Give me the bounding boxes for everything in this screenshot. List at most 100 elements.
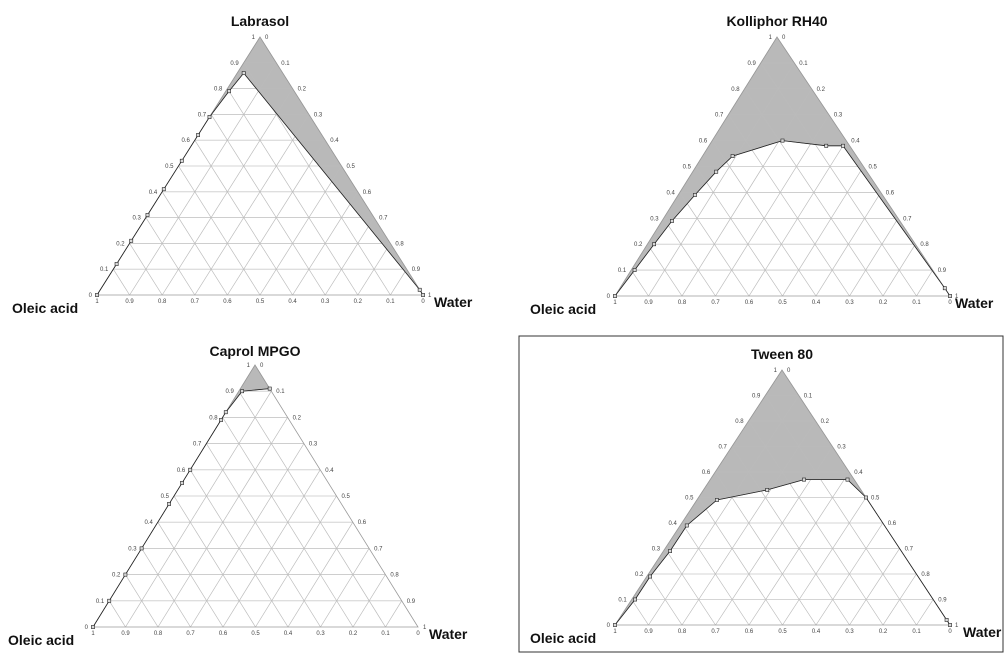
phase-boundary-line (614, 140, 951, 297)
gridlines (108, 390, 402, 628)
overlay-gridline-oleic-8 (648, 573, 683, 626)
tick-label-left-2: 0.2 (112, 573, 121, 579)
tick-label-right-7: 0.7 (905, 547, 914, 553)
boundary-point-0 (91, 625, 95, 629)
tick-label-bottom-2: 0.2 (349, 631, 358, 637)
boundary-point-4 (692, 193, 697, 197)
tick-label-left-3: 0.3 (652, 547, 661, 553)
tick-label-left-0: 0 (607, 623, 611, 629)
tick-label-right-4: 0.4 (330, 138, 339, 144)
boundary-point-8 (227, 89, 231, 94)
tick-label-bottom-5: 0.5 (778, 629, 787, 635)
tick-label-bottom-5: 0.5 (256, 299, 265, 305)
tick-label-left-8: 0.8 (735, 419, 744, 425)
vertex-label-left: Oleic acid (12, 300, 78, 316)
tick-label-right-0: 0 (265, 35, 269, 41)
overlay-gridline-oleic-1 (243, 62, 391, 296)
tick-label-left-5: 0.5 (161, 494, 170, 500)
overlay-gridline-oleic-6 (157, 522, 224, 628)
tick-label-bottom-8: 0.8 (678, 300, 687, 306)
gridlines-overlay (108, 390, 402, 628)
boundary-point-3 (670, 219, 674, 223)
tick-label-bottom-5: 0.5 (778, 300, 787, 306)
tick-label-right-6: 0.6 (888, 521, 897, 527)
overlay-gridline-oleic-1 (765, 395, 917, 626)
tick-label-right-1: 0.1 (281, 61, 290, 67)
tick-label-bottom-9: 0.9 (644, 629, 653, 635)
tick-label-bottom-8: 0.8 (154, 631, 163, 637)
boundary-point-2 (652, 242, 657, 247)
chart-title: Kolliphor RH40 (726, 13, 827, 29)
ternary-panel-4: Tween 80 0 0 0 0.1 0.1 0.1 0.2 0.2 0.2 0.3 0.3 0.3 0.… (530, 346, 1002, 646)
tick-label-right-6: 0.6 (886, 190, 895, 196)
phase-boundary-line (614, 479, 951, 626)
tick-label-left-5: 0.5 (685, 496, 694, 502)
tick-label-right-4: 0.4 (854, 470, 863, 476)
tick-label-left-4: 0.4 (149, 190, 158, 196)
tick-label-bottom-9: 0.9 (644, 300, 653, 306)
overlay-gridline-water-6 (815, 522, 884, 626)
tick-label-bottom-6: 0.6 (223, 299, 232, 305)
overlay-gridline-water-7 (324, 217, 375, 296)
tick-label-bottom-2: 0.2 (879, 629, 888, 635)
tick-label-right-1: 0.1 (799, 61, 808, 67)
overlay-gridline-oleic-9 (630, 269, 649, 297)
vertex-label-left: Oleic acid (530, 301, 596, 317)
tick-label-right-10: 1 (955, 623, 959, 629)
boundary-point-7 (219, 418, 223, 422)
ternary-panel-1: Labrasol 0 0 0 0.1 0.1 0.1 0.2 0.2 0.2 0.3 0.3 0.3 0.… (12, 13, 473, 316)
tick-label-right-5: 0.5 (347, 164, 356, 170)
tick-label-bottom-10: 1 (613, 629, 617, 635)
boundary-point-7 (802, 477, 806, 482)
tick-label-left-0: 0 (607, 294, 611, 300)
overlay-gridline-oleic-6 (161, 191, 228, 296)
tick-label-right-5: 0.5 (342, 494, 351, 500)
ternary-panel-3: Caprol MPGO 0 0 0 0.1 0.1 0.1 0.2 0.2 0.2 0.3 0.3 0.… (8, 343, 468, 648)
tick-label-right-8: 0.8 (920, 242, 929, 248)
tick-label-left-4: 0.4 (666, 190, 675, 196)
tick-label-right-2: 0.2 (817, 87, 826, 93)
tick-labels: 0 0 0 0.1 0.1 0.1 0.2 0.2 0.2 0.3 0.3 0.3 0.4 0.4 0.4 0… (607, 35, 959, 306)
overlay-gridline-oleic-5 (698, 497, 783, 626)
tick-label-left-8: 0.8 (731, 87, 740, 93)
boundary-point-8 (845, 477, 850, 482)
tick-label-left-10: 1 (247, 363, 251, 369)
tick-label-left-2: 0.2 (634, 242, 643, 248)
tick-label-right-6: 0.6 (363, 190, 372, 196)
chart-title: Caprol MPGO (209, 343, 300, 359)
tick-label-right-1: 0.1 (804, 394, 813, 400)
tick-label-left-8: 0.8 (214, 87, 223, 93)
boundary-point-4 (161, 187, 166, 192)
tick-label-right-3: 0.3 (837, 445, 846, 451)
gridlines-overlay (631, 395, 934, 626)
overlay-gridline-water-3 (194, 114, 310, 296)
overlay-gridline-oleic-9 (113, 269, 130, 296)
boundary-point-2 (123, 572, 128, 577)
boundary-point-1 (107, 598, 112, 603)
boundary-point-11 (421, 293, 425, 297)
tick-label-left-0: 0 (89, 293, 93, 299)
overlay-gridline-water-7 (849, 548, 900, 626)
boundary-point-10 (942, 286, 947, 291)
tick-label-bottom-7: 0.7 (191, 299, 200, 305)
tick-label-right-10: 1 (423, 625, 427, 631)
tick-label-right-0: 0 (782, 35, 786, 41)
overlay-gridline-oleic-5 (178, 165, 261, 296)
boundary-point-4 (684, 523, 689, 528)
tick-label-right-8: 0.8 (395, 241, 404, 247)
tick-label-right-6: 0.6 (358, 520, 367, 526)
tick-label-bottom-6: 0.6 (745, 300, 754, 306)
tick-label-bottom-9: 0.9 (125, 299, 134, 305)
tick-label-bottom-4: 0.4 (812, 300, 821, 306)
overlay-gridline-oleic-5 (695, 166, 783, 297)
boundary-point-4 (167, 501, 172, 506)
boundary-point-7 (207, 115, 212, 119)
tick-label-bottom-3: 0.3 (316, 631, 325, 637)
boundary-point-9 (864, 495, 868, 500)
overlay-gridline-oleic-1 (760, 62, 917, 297)
overlay-gridline-water-1 (129, 62, 277, 296)
tick-label-bottom-4: 0.4 (288, 299, 297, 305)
tick-label-bottom-3: 0.3 (845, 629, 854, 635)
boundary-point-7 (780, 138, 785, 143)
overlay-gridline-oleic-7 (663, 218, 716, 297)
